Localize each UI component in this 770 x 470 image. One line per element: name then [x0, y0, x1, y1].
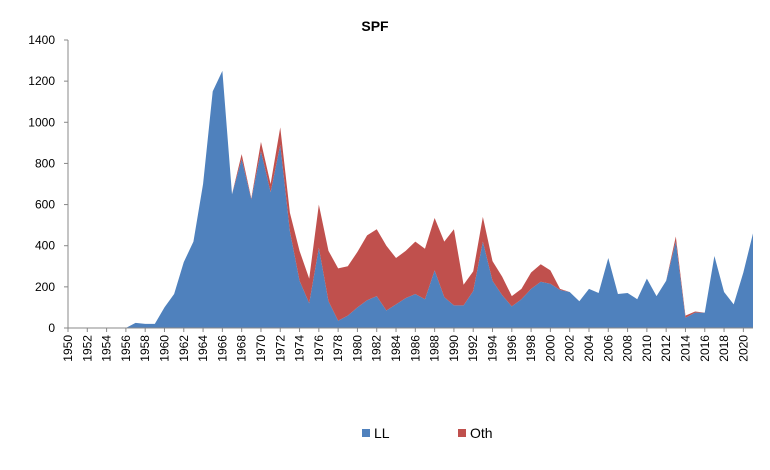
- axes: 0 200 400 600 800 1000 1200 1400 1950 1952 1954 195…: [28, 33, 753, 362]
- y-tick-label: 200: [35, 280, 55, 294]
- legend-label-oth: Oth: [470, 425, 493, 441]
- legend-swatch-ll: [362, 429, 370, 437]
- x-tick-label: 2010: [640, 335, 654, 362]
- x-tick-label: 1950: [61, 335, 75, 362]
- x-tick-label: 1982: [370, 335, 384, 362]
- x-tick-label: 2012: [659, 335, 673, 362]
- x-tick-label: 2008: [621, 335, 635, 362]
- y-tick-label: 1400: [28, 33, 55, 47]
- legend-label-ll: LL: [374, 425, 390, 441]
- x-tick-label: 2002: [563, 335, 577, 362]
- legend-swatch-oth: [458, 429, 466, 437]
- x-tick-label: 1978: [331, 335, 345, 362]
- area-series-ll: [68, 70, 753, 329]
- x-tick-label: 2018: [717, 335, 731, 362]
- legend: LL Oth: [362, 425, 493, 441]
- x-tick-label: 2006: [601, 335, 615, 362]
- x-tick-label: 1974: [293, 335, 307, 362]
- x-tick-label: 2000: [543, 335, 557, 362]
- x-tick-label: 1984: [389, 335, 403, 362]
- x-tick-label: 1970: [254, 335, 268, 362]
- y-tick-label: 600: [35, 198, 55, 212]
- y-tick-label: 1200: [28, 74, 55, 88]
- y-tick-label: 400: [35, 239, 55, 253]
- x-tick-label: 1958: [138, 335, 152, 362]
- x-tick-label: 1998: [524, 335, 538, 362]
- x-tick-label: 1986: [408, 335, 422, 362]
- x-tick-label: 1972: [273, 335, 287, 362]
- chart-title: SPF: [361, 18, 389, 34]
- x-tick-label: 1968: [235, 335, 249, 362]
- area-series-oth: [68, 70, 753, 329]
- x-tick-label: 1964: [196, 335, 210, 362]
- y-tick-label: 0: [48, 321, 55, 335]
- x-tick-label: 2020: [736, 335, 750, 362]
- x-tick-label: 1996: [505, 335, 519, 362]
- x-tick-label: 1990: [447, 335, 461, 362]
- x-tick-label: 1954: [100, 335, 114, 362]
- x-tick-label: 1988: [428, 335, 442, 362]
- x-tick-label: 1962: [177, 335, 191, 362]
- x-tick-label: 1994: [486, 335, 500, 362]
- plot-areas: [68, 70, 753, 329]
- y-tick-label: 800: [35, 156, 55, 170]
- x-tick-label: 1992: [466, 335, 480, 362]
- x-tick-label: 1980: [350, 335, 364, 362]
- x-tick-label: 1952: [80, 335, 94, 362]
- x-tick-label: 1960: [157, 335, 171, 362]
- x-tick-label: 2004: [582, 335, 596, 362]
- y-tick-label: 1000: [28, 115, 55, 129]
- x-tick-label: 1956: [119, 335, 133, 362]
- x-tick-label: 1966: [215, 335, 229, 362]
- x-tick-label: 2014: [678, 335, 692, 362]
- x-tick-label: 1976: [312, 335, 326, 362]
- x-tick-label: 2016: [698, 335, 712, 362]
